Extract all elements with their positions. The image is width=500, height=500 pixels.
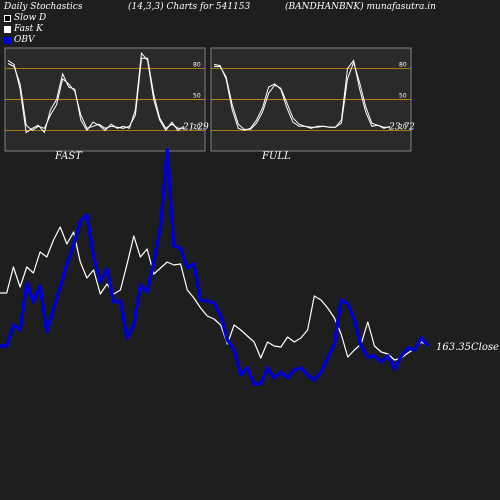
fast-tick-label-20: 20 <box>193 123 201 130</box>
chart-title: Daily Stochastics <box>4 2 83 12</box>
fast-last-value-label: 21.29 <box>182 122 209 132</box>
full-tick-label-80: 80 <box>399 62 407 69</box>
fast-panel-label: FAST <box>55 151 82 162</box>
fast-tick-label-50: 50 <box>193 93 201 100</box>
legend: Slow D Fast K OBV <box>4 13 46 46</box>
close-value: 163.35 <box>436 342 471 353</box>
full-tick-label-50: 50 <box>399 93 407 100</box>
legend-fast-k: Fast K <box>14 24 43 34</box>
price-line <box>0 226 429 361</box>
obv-line <box>0 148 430 386</box>
full-last-value-label: 23.72 <box>388 122 415 132</box>
full-tick-label-20: 20 <box>399 123 407 130</box>
fast-k-swatch <box>4 26 11 33</box>
fast-series-1-line <box>7 51 185 134</box>
close-price-label: 163.35Close <box>436 342 499 353</box>
fast-series-2-line <box>7 57 184 132</box>
legend-slow-d: Slow D <box>14 13 47 23</box>
full-series-1-line <box>213 59 391 131</box>
chart-params: (14,3,3) Charts for 541153 <box>128 2 251 12</box>
fast-tick-label-80: 80 <box>193 62 201 69</box>
legend-obv: OBV <box>14 35 35 45</box>
full-panel-label: FULL <box>262 151 291 162</box>
slow-d-swatch <box>4 15 11 22</box>
full-series-2-line <box>214 60 390 130</box>
symbol-site: (BANDHANBNK) munafasutra.in <box>285 2 436 12</box>
close-suffix: Close <box>471 342 499 353</box>
obv-swatch <box>4 37 11 44</box>
